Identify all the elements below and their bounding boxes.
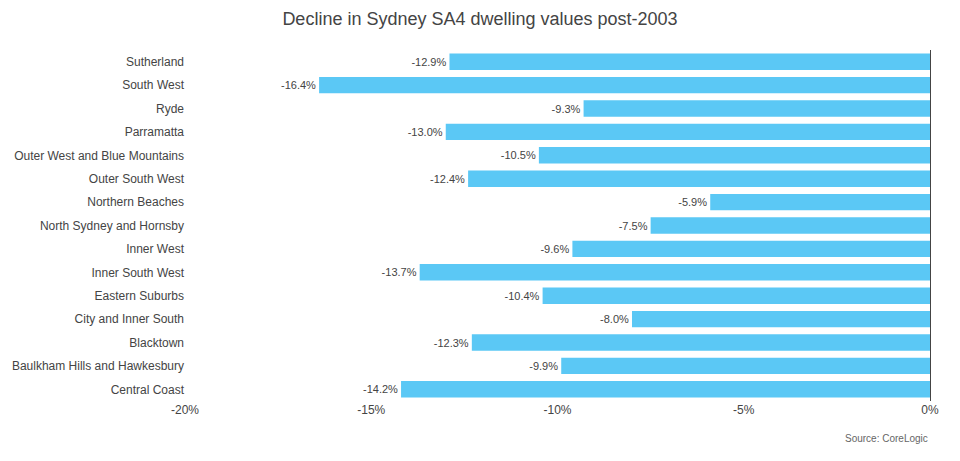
svg-text:Parramatta: Parramatta [125,125,185,139]
svg-text:-12.3%: -12.3% [434,337,469,349]
svg-text:City and Inner South: City and Inner South [75,312,184,326]
svg-text:-9.9%: -9.9% [529,360,558,372]
svg-text:-20%: -20% [171,403,199,417]
svg-text:Eastern Suburbs: Eastern Suburbs [95,289,184,303]
svg-text:-16.4%: -16.4% [281,79,316,91]
svg-text:-12.9%: -12.9% [411,56,446,68]
svg-text:Ryde: Ryde [156,102,184,116]
svg-text:North Sydney and Hornsby: North Sydney and Hornsby [40,219,184,233]
svg-text:Blacktown: Blacktown [129,336,184,350]
svg-text:-10%: -10% [543,403,571,417]
svg-text:-9.6%: -9.6% [540,243,569,255]
svg-text:-9.3%: -9.3% [552,103,581,115]
svg-text:-12.4%: -12.4% [430,173,465,185]
svg-text:-13.0%: -13.0% [408,126,443,138]
svg-text:Baulkham Hills and Hawkesbury: Baulkham Hills and Hawkesbury [12,359,184,373]
svg-text:-13.7%: -13.7% [382,266,417,278]
svg-text:-14.2%: -14.2% [363,383,398,395]
svg-text:-5.9%: -5.9% [678,196,707,208]
svg-text:-5%: -5% [733,403,755,417]
svg-text:-15%: -15% [357,403,385,417]
svg-text:Source: CoreLogic: Source: CoreLogic [845,433,928,444]
svg-text:Outer South West: Outer South West [89,172,185,186]
svg-text:0%: 0% [921,403,939,417]
svg-text:Decline in Sydney SA4 dwelling: Decline in Sydney SA4 dwelling values po… [282,9,677,29]
svg-text:-8.0%: -8.0% [600,313,629,325]
svg-text:-10.5%: -10.5% [501,149,536,161]
svg-text:-7.5%: -7.5% [619,220,648,232]
svg-text:Inner West: Inner West [126,242,184,256]
svg-text:Sutherland: Sutherland [126,55,184,69]
svg-text:Inner South West: Inner South West [92,266,185,280]
svg-text:Northern Beaches: Northern Beaches [87,195,184,209]
svg-text:-10.4%: -10.4% [505,290,540,302]
svg-text:Outer West and Blue Mountains: Outer West and Blue Mountains [14,149,184,163]
svg-text:Central Coast: Central Coast [111,383,185,397]
svg-text:South West: South West [122,78,184,92]
